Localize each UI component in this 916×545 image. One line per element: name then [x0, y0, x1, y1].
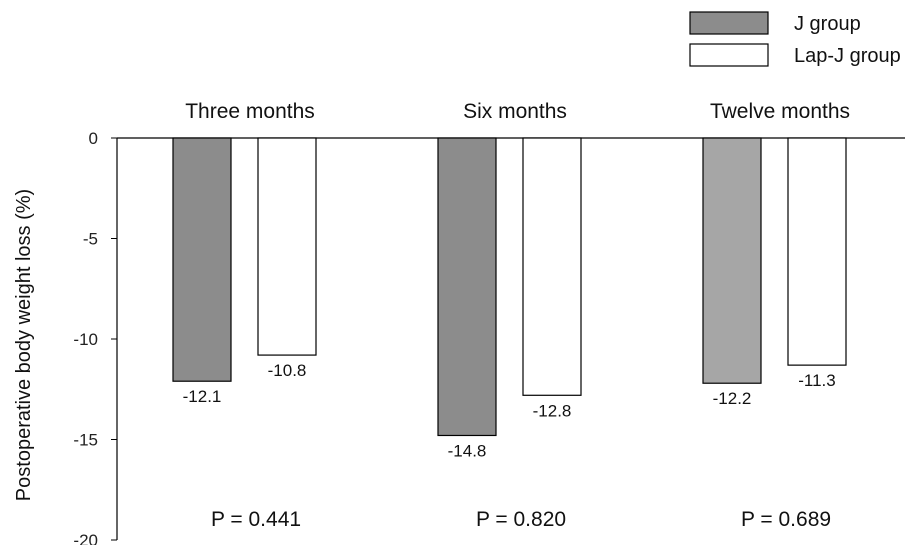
category-label: Twelve months — [710, 100, 850, 123]
p-value-label: P = 0.441 — [211, 508, 301, 531]
bar — [787, 137, 847, 366]
p-value-label: P = 0.689 — [741, 508, 831, 531]
bars — [172, 137, 847, 437]
category-label: Three months — [185, 100, 315, 123]
category-label: Six months — [463, 100, 567, 123]
y-tick-label: -20 — [73, 531, 98, 545]
y-tick-label: 0 — [89, 129, 98, 148]
data-label: -11.3 — [798, 371, 836, 390]
data-label: -12.2 — [713, 389, 752, 408]
labels: Three months P = 0.441 -12.1 -10.8 Six month… — [183, 100, 850, 531]
legend-label: Lap-J group — [794, 45, 901, 67]
data-label: -14.8 — [448, 441, 487, 460]
bar — [257, 137, 317, 356]
y-tick-label: -15 — [73, 431, 98, 450]
legend-swatch — [689, 11, 769, 35]
data-label: -12.8 — [533, 401, 572, 420]
p-value-label: P = 0.820 — [476, 508, 566, 531]
y-tick-label: -5 — [83, 230, 98, 249]
y-axis-title: Postoperative body weight loss (%) — [13, 189, 35, 501]
legend-label: J group — [794, 13, 861, 35]
bar — [702, 137, 762, 384]
y-ticks: 0 -5 -10 -15 -20 — [73, 129, 117, 545]
data-label: -10.8 — [268, 361, 307, 380]
bar — [172, 137, 232, 382]
bar — [437, 137, 497, 437]
y-tick-label: -10 — [73, 330, 98, 349]
data-label: -12.1 — [183, 387, 222, 406]
legend-swatch — [689, 43, 769, 67]
legend: J group Lap-J group — [689, 11, 901, 67]
bar — [522, 137, 582, 396]
